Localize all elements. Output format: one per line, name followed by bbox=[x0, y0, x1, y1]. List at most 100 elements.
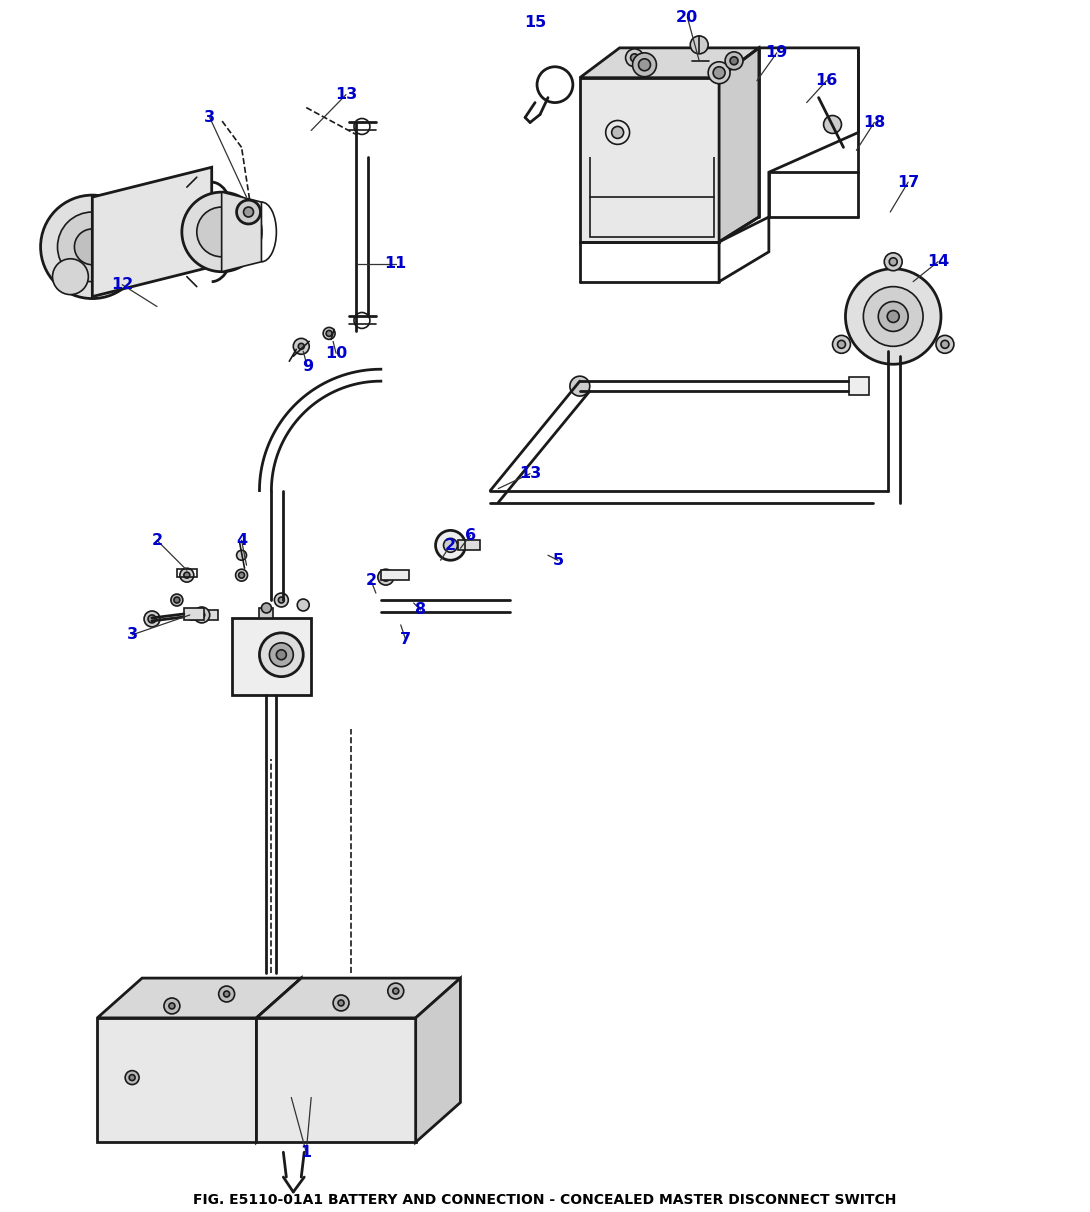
Circle shape bbox=[378, 570, 393, 585]
Circle shape bbox=[941, 341, 949, 348]
Circle shape bbox=[626, 48, 643, 67]
Circle shape bbox=[40, 195, 144, 298]
Circle shape bbox=[846, 269, 941, 365]
Circle shape bbox=[277, 650, 287, 659]
Text: 12: 12 bbox=[111, 278, 133, 292]
Circle shape bbox=[837, 341, 846, 348]
Circle shape bbox=[725, 52, 743, 70]
Circle shape bbox=[326, 331, 332, 337]
Text: 1: 1 bbox=[301, 1144, 312, 1160]
Circle shape bbox=[436, 531, 465, 560]
Circle shape bbox=[129, 1075, 135, 1081]
Circle shape bbox=[269, 642, 293, 667]
Circle shape bbox=[219, 987, 234, 1002]
Polygon shape bbox=[580, 78, 719, 242]
Circle shape bbox=[639, 59, 651, 70]
Polygon shape bbox=[256, 978, 301, 1142]
Circle shape bbox=[171, 594, 183, 606]
Circle shape bbox=[630, 53, 639, 62]
Circle shape bbox=[275, 593, 289, 607]
Text: 16: 16 bbox=[815, 73, 838, 88]
Text: 5: 5 bbox=[553, 553, 564, 567]
Circle shape bbox=[444, 538, 458, 553]
Circle shape bbox=[708, 62, 730, 84]
Circle shape bbox=[382, 573, 390, 581]
Polygon shape bbox=[93, 167, 211, 297]
Circle shape bbox=[184, 572, 190, 578]
Text: 14: 14 bbox=[926, 255, 949, 269]
Circle shape bbox=[833, 336, 850, 353]
Circle shape bbox=[884, 253, 903, 270]
Circle shape bbox=[323, 327, 335, 339]
Circle shape bbox=[197, 207, 246, 257]
Circle shape bbox=[570, 376, 590, 396]
Circle shape bbox=[850, 378, 867, 394]
Circle shape bbox=[74, 229, 110, 264]
Polygon shape bbox=[256, 1018, 415, 1142]
Polygon shape bbox=[221, 193, 262, 271]
Text: 7: 7 bbox=[400, 633, 411, 647]
Circle shape bbox=[632, 53, 656, 76]
Polygon shape bbox=[415, 978, 460, 1142]
Polygon shape bbox=[256, 978, 460, 1018]
Circle shape bbox=[235, 570, 247, 581]
Polygon shape bbox=[97, 1018, 256, 1142]
Circle shape bbox=[713, 67, 725, 79]
Circle shape bbox=[863, 286, 923, 347]
Text: 2: 2 bbox=[365, 572, 376, 588]
Text: 18: 18 bbox=[863, 115, 885, 130]
Circle shape bbox=[144, 611, 160, 627]
Text: 19: 19 bbox=[765, 45, 788, 61]
Circle shape bbox=[611, 126, 623, 138]
Circle shape bbox=[889, 258, 897, 265]
Circle shape bbox=[824, 115, 841, 133]
Circle shape bbox=[936, 336, 954, 353]
Polygon shape bbox=[97, 978, 301, 1018]
Bar bbox=[184, 608, 204, 619]
Text: 13: 13 bbox=[335, 87, 358, 102]
Circle shape bbox=[194, 607, 209, 623]
Text: 20: 20 bbox=[676, 10, 699, 24]
Text: 17: 17 bbox=[897, 175, 919, 189]
Circle shape bbox=[239, 572, 244, 578]
Circle shape bbox=[182, 193, 262, 271]
Polygon shape bbox=[231, 618, 312, 694]
Circle shape bbox=[298, 599, 310, 611]
Bar bbox=[380, 570, 409, 581]
Circle shape bbox=[388, 983, 403, 999]
Bar bbox=[849, 377, 870, 395]
Circle shape bbox=[125, 1070, 140, 1085]
Text: FIG. E5110-01A1 BATTERY AND CONNECTION - CONCEALED MASTER DISCONNECT SWITCH: FIG. E5110-01A1 BATTERY AND CONNECTION -… bbox=[193, 1193, 897, 1207]
Text: 3: 3 bbox=[126, 628, 137, 642]
Text: 11: 11 bbox=[385, 256, 407, 271]
Circle shape bbox=[334, 995, 349, 1011]
Circle shape bbox=[259, 633, 303, 676]
Circle shape bbox=[169, 1004, 174, 1008]
Circle shape bbox=[690, 36, 708, 53]
Circle shape bbox=[180, 568, 194, 582]
Circle shape bbox=[338, 1000, 344, 1006]
Text: 6: 6 bbox=[464, 528, 476, 543]
Circle shape bbox=[730, 57, 738, 64]
Circle shape bbox=[299, 343, 304, 349]
Circle shape bbox=[198, 612, 205, 618]
Circle shape bbox=[148, 614, 156, 623]
Circle shape bbox=[164, 997, 180, 1014]
Text: 8: 8 bbox=[415, 602, 426, 617]
Text: 2: 2 bbox=[445, 538, 456, 553]
Circle shape bbox=[174, 598, 180, 604]
Text: 13: 13 bbox=[519, 467, 542, 481]
Circle shape bbox=[879, 302, 908, 331]
Circle shape bbox=[52, 259, 88, 295]
Circle shape bbox=[237, 200, 261, 224]
Circle shape bbox=[293, 338, 310, 354]
Text: 9: 9 bbox=[302, 359, 313, 373]
Text: 10: 10 bbox=[325, 345, 348, 361]
Circle shape bbox=[237, 550, 246, 560]
Circle shape bbox=[262, 604, 271, 613]
Text: 15: 15 bbox=[524, 16, 546, 30]
Bar bbox=[259, 608, 274, 618]
Circle shape bbox=[223, 991, 230, 997]
Bar bbox=[459, 541, 481, 550]
Circle shape bbox=[58, 212, 128, 281]
